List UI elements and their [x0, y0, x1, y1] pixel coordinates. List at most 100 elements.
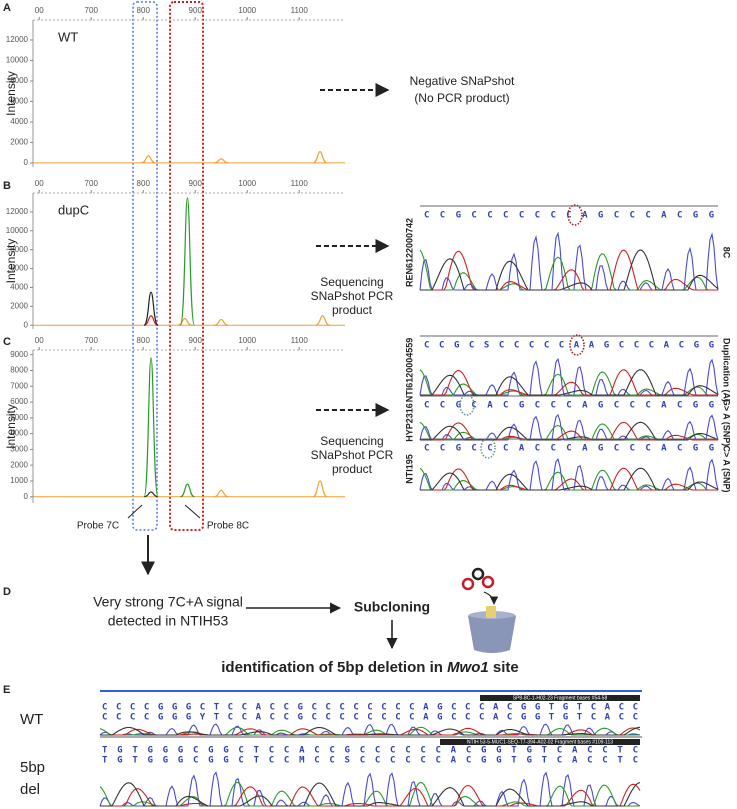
x-tick-label: 700 [85, 179, 99, 188]
x-tick-label: 900 [189, 179, 203, 188]
peak [179, 197, 196, 326]
annotation: Sequencing [320, 275, 383, 289]
trace-wave [420, 421, 718, 441]
sample-label: WT [20, 711, 43, 728]
peak [143, 491, 159, 498]
y-tick-label: 4000 [10, 283, 28, 292]
annotation: Sequencing [320, 434, 383, 448]
peak [214, 158, 229, 164]
y-tick-label: 0 [24, 158, 29, 167]
y-axis-label: Intensity [4, 404, 18, 449]
trace-wave [100, 781, 641, 807]
y-tick-label: 1000 [10, 476, 28, 485]
probe-label: Probe 7C [77, 521, 119, 532]
peak [143, 315, 159, 326]
trace-wave [420, 467, 719, 491]
trace-header: SP8-8C-1-H02-23 Fragment bases #54-58 [513, 695, 608, 701]
y-tick-label: 10000 [6, 226, 29, 235]
y-tick-label: 2000 [10, 138, 28, 147]
trace-wave [100, 726, 641, 736]
y-tick-label: 12000 [6, 35, 29, 44]
sample-id: NTI6120004559 [404, 338, 414, 403]
y-tick-label: 8000 [10, 245, 28, 254]
peak [214, 489, 229, 498]
x-tick-label: 900 [189, 336, 203, 345]
annotation: SNaPshot PCR [311, 448, 394, 462]
highlight [567, 204, 583, 226]
header-bar [480, 695, 640, 701]
y-axis-label: Intensity [4, 239, 18, 284]
y-tick-label: 9000 [10, 350, 28, 359]
trace-header: NTIH 53-5-MUC1-SEQ-T7-394-A02-02 Fragmen… [467, 739, 613, 745]
x-tick-label: 800 [137, 179, 151, 188]
chart-label: WT [58, 29, 78, 44]
annotation: product [332, 462, 373, 476]
x-tick-label: 00 [35, 179, 44, 188]
base-calls: CCGCCCCCCCAGCCCACGG [424, 211, 714, 221]
annotation: product [332, 303, 373, 317]
base-calls: CCGCCCACCCAGCCCACGG [424, 444, 714, 454]
result-text: identification of 5bp deletion in [221, 659, 447, 676]
pointer [184, 504, 201, 519]
trace-wave [420, 467, 718, 491]
x-tick-label: 1000 [238, 179, 256, 188]
base-calls: CCCCGGGYTCCACCGCCCCCCCCAGCCCACGGTGTCACC [102, 713, 638, 723]
y-tick-label: 0 [24, 492, 29, 501]
x-tick-label: 800 [137, 6, 151, 15]
trace-wave [419, 458, 719, 491]
sample-label: del [20, 781, 40, 798]
base-calls: CCGCSCCCCCAAGCCCACGG [424, 341, 714, 351]
base-calls: CCGCACGCCCAGCCCACGG [424, 401, 714, 411]
peak [214, 318, 229, 326]
annotation: Negative SNaPshot [410, 74, 515, 88]
y-tick-label: 4000 [10, 117, 28, 126]
base-calls: TGTGGGCGGCTCCACCGCCCCCCACGGTGTCACCTC [102, 746, 638, 756]
y-tick-label: 6000 [10, 97, 28, 106]
trace-wave [419, 357, 719, 396]
x-tick-label: 00 [35, 336, 44, 345]
trace-wave [420, 369, 718, 396]
chart-label: dupC [58, 202, 89, 217]
sample-id: NTI195 [404, 454, 414, 484]
trace-wave [99, 726, 641, 736]
panel-label: A [3, 2, 11, 14]
trace-wave [420, 249, 718, 291]
subcloning-icon [461, 567, 516, 653]
x-tick-label: 800 [137, 336, 151, 345]
sample-label: 5bp [20, 759, 45, 776]
trace-wave [419, 231, 719, 291]
variant-note: G> A (SNP) [722, 399, 732, 447]
panel-label: C [3, 336, 11, 348]
y-tick-label: 6000 [10, 264, 28, 273]
trace-wave [420, 249, 719, 291]
y-tick-label: 3000 [10, 444, 28, 453]
highlight [569, 334, 585, 356]
probe-box [169, 1, 204, 531]
x-tick-label: 700 [85, 336, 99, 345]
y-tick-label: 12000 [6, 207, 29, 216]
annotation: (No PCR product) [414, 91, 509, 105]
sample-id: REN6122000742 [404, 218, 414, 287]
signal-text: Very strong 7C+A signal [93, 594, 243, 610]
x-tick-label: 1100 [291, 336, 309, 345]
trace-wave [99, 723, 641, 736]
annotation: SNaPshot PCR [311, 289, 394, 303]
y-tick-label: 2000 [10, 460, 28, 469]
probe-label: Probe 8C [207, 521, 249, 532]
x-tick-label: 900 [189, 6, 203, 15]
trace-wave [99, 781, 641, 807]
trace-wave [100, 783, 641, 807]
base-calls: CCCCGGGCTCCACCGCCCCCCCCAGCCCACGGTGTCACC [102, 703, 638, 713]
y-axis-label: Intensity [4, 71, 18, 116]
y-tick-label: 7000 [10, 381, 28, 390]
y-tick-label: 4000 [10, 429, 28, 438]
y-tick-label: 10000 [6, 56, 29, 65]
peak [143, 357, 159, 498]
y-tick-label: 2000 [10, 301, 28, 310]
y-tick-label: 8000 [10, 366, 28, 375]
x-tick-label: 700 [85, 6, 99, 15]
trace-wave [420, 421, 719, 441]
peak [312, 480, 328, 498]
trace-wave [99, 771, 641, 807]
